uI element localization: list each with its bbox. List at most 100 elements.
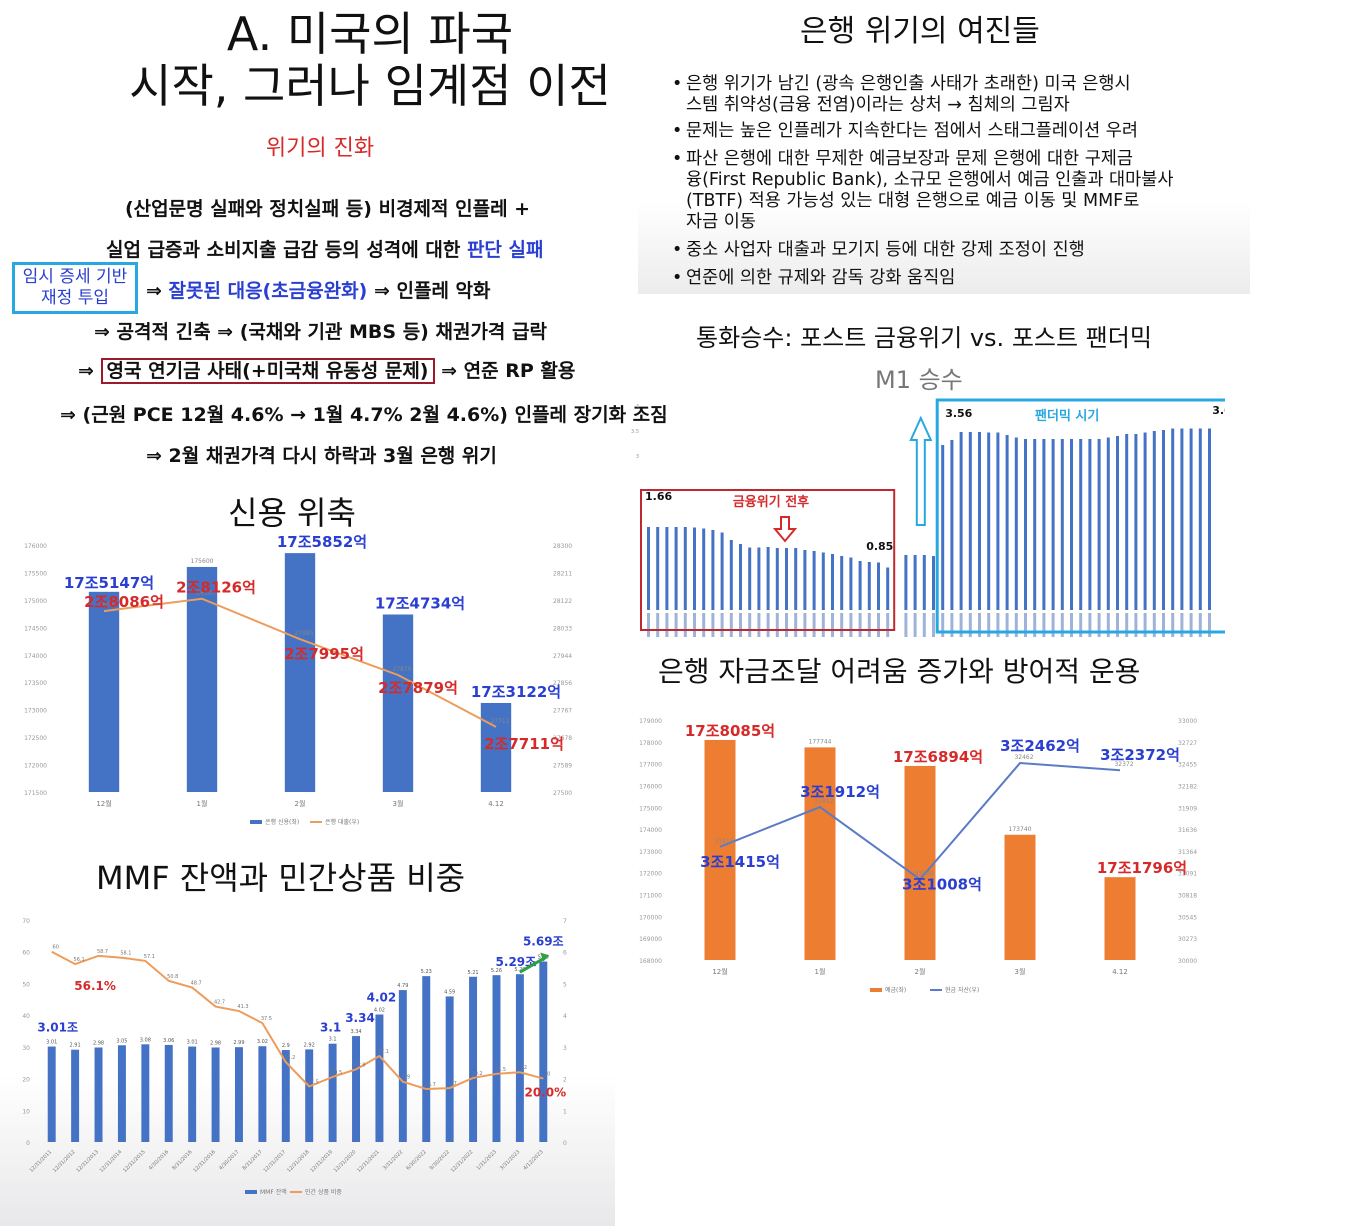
bar: [281, 1050, 290, 1142]
m1-chart-title: 통화승수: 포스트 금융위기 vs. 포스트 팬더믹: [696, 324, 1152, 352]
aftershock-bullet: • 문제는 높은 인플레가 지속한다는 점에서 스태그플레이션 우려: [672, 121, 1232, 142]
x-tick-label: [812, 613, 816, 637]
aftershock-title: 은행 위기의 여진들: [800, 14, 1040, 49]
bullet-line: 자금 이동: [686, 212, 756, 232]
y-tick-label: 3.5: [631, 429, 639, 435]
line-point-value: 20: [544, 1072, 550, 1078]
bar: [941, 445, 945, 610]
line-point-value: 27995: [294, 630, 313, 637]
x-tick-label: [1088, 613, 1092, 637]
line-point-value: 31912: [814, 798, 833, 805]
bar: [1004, 834, 1036, 960]
bar: [904, 765, 936, 960]
bar: [812, 551, 816, 610]
right-tick-label: 32455: [1178, 762, 1197, 769]
up-arrow-icon: [909, 415, 933, 526]
right-tick-label: 7: [563, 918, 567, 925]
bar: [785, 548, 788, 610]
x-tick-label: [665, 613, 669, 637]
bar: [1005, 435, 1009, 610]
x-tick-label: [1106, 613, 1110, 637]
x-tick-label: [1079, 613, 1083, 637]
crisis-end-label: 0.85: [866, 540, 893, 553]
crisis-evolution-subtitle: 위기의 진화: [265, 136, 375, 161]
left-tick-label: 40: [22, 1013, 30, 1020]
bar: [398, 990, 407, 1142]
bar: [515, 974, 524, 1142]
left-tick-label: 174000: [24, 653, 47, 660]
line-point-value: 28086: [98, 602, 117, 609]
right-tick-label: 3: [563, 1045, 567, 1052]
x-tick-label: 12월: [712, 967, 727, 976]
right-tick-label: 28033: [553, 625, 572, 632]
x-tick-label: [803, 613, 807, 637]
bar-value: 3.08: [140, 1037, 151, 1043]
bullet-line: 은행 위기가 남긴 (광속 은행인출 사태가 초래한) 미국 은행시: [686, 74, 1131, 94]
bullet-line: 문제는 높은 인플레가 지속한다는 점에서 스태그플레이션 우려: [686, 121, 1138, 141]
x-tick-label: 4.12: [1112, 968, 1128, 976]
line-point-value: 20.2: [471, 1071, 482, 1077]
callout-label: 20.0%: [524, 1086, 566, 1100]
x-tick-label: [683, 613, 687, 637]
x-tick-label: [1024, 613, 1027, 637]
x-tick-label: [711, 613, 715, 637]
left-tick-label: 172000: [24, 763, 47, 770]
main-title-line2: 시작, 그러나 임계점 이전: [129, 59, 611, 113]
line-label: 2조7995억: [284, 645, 364, 663]
line-point-value: 32372: [1114, 761, 1133, 768]
line-point-value: 32462: [1014, 754, 1033, 761]
line-point-value: 22.9: [354, 1062, 365, 1068]
x-tick-label: 12/31/2017: [263, 1149, 288, 1174]
x-tick-label: 12/31/2022: [450, 1149, 475, 1174]
bar-value: 3.01: [187, 1040, 198, 1046]
left-tick-label: 60: [22, 950, 30, 957]
line-label: 2조7711억: [484, 735, 564, 753]
bar: [1152, 431, 1156, 610]
right-tick-label: 1: [563, 1108, 567, 1115]
x-tick-label: [1171, 613, 1175, 637]
bar: [978, 432, 981, 610]
x-tick-label: [1180, 613, 1184, 637]
x-tick-label: [1070, 613, 1073, 637]
bar: [739, 544, 742, 610]
x-tick-label: 3월: [393, 799, 404, 808]
aftershock-box: [638, 62, 1250, 294]
right-tick-label: 31636: [1178, 827, 1197, 834]
x-tick-label: [987, 613, 991, 637]
x-tick-label: [922, 613, 926, 637]
bar: [1070, 439, 1073, 610]
bullet-line: 스템 취약성(금융 전염)이라는 상처 → 침체의 그림자: [686, 95, 1070, 115]
temporary-tax-box-line1: 임시 증세 기반: [22, 267, 128, 287]
bar: [1097, 439, 1101, 610]
x-tick-label: 2월: [295, 799, 306, 808]
line-point-value: 16.7: [425, 1082, 436, 1088]
funding-chart: 168000 30000 169000 30273 170000 30545 171000 3…: [639, 718, 1197, 994]
line-point-value: 56.1: [74, 957, 85, 963]
bar: [794, 548, 798, 610]
bullet-dot: •: [672, 74, 683, 94]
bar: [674, 527, 678, 610]
pandemic-period-box: [935, 398, 1225, 634]
crisis-period-label: 금융위기 전후: [733, 494, 809, 510]
uk-pension-box: 영국 연기금 사태(+미국채 유동성 문제): [100, 358, 435, 384]
bar: [305, 1049, 314, 1142]
x-tick-label: [647, 613, 650, 637]
x-tick-label: 3/31/2022: [382, 1149, 404, 1171]
bar-value: 2.98: [93, 1040, 104, 1046]
x-tick-label: [775, 613, 779, 637]
line-label: 3조2372억: [1100, 746, 1180, 764]
left-tick-label: 172500: [24, 735, 47, 742]
line-point-value: 25.2: [284, 1055, 295, 1061]
x-tick-label: [831, 613, 834, 637]
bar: [1180, 428, 1184, 610]
chain-line-5a: ⇒: [78, 360, 94, 382]
line-point-value: 58.7: [97, 949, 108, 955]
bar: [683, 527, 687, 610]
bullet-line: 파산 은행에 대한 무제한 예금보장과 문제 은행에 대한 구제금: [686, 149, 1134, 169]
bar: [886, 567, 890, 610]
bar: [996, 432, 1000, 610]
callout-label: 5.29조: [496, 955, 537, 969]
right-tick-label: 32727: [1178, 740, 1197, 747]
legend-line-label: 현금 자산(우): [945, 986, 979, 994]
line-point-value: 20.5: [331, 1070, 342, 1076]
